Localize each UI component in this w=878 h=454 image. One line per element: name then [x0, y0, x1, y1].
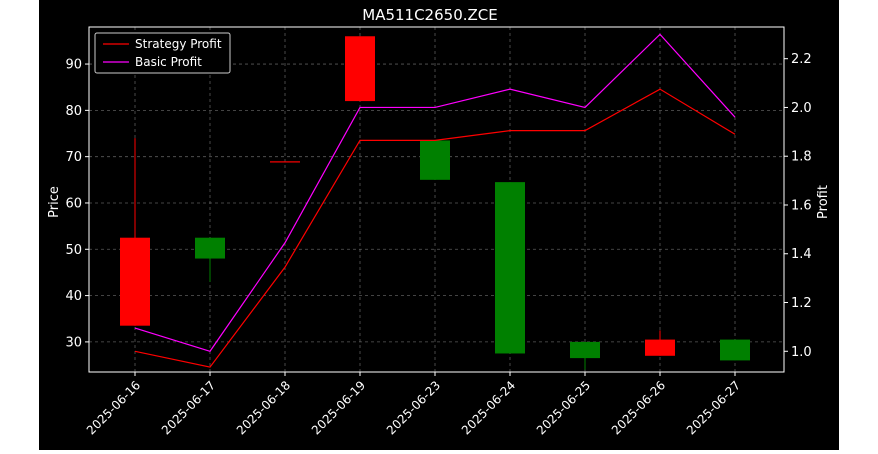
candle-body	[345, 36, 375, 102]
candle-body	[495, 182, 525, 354]
y-tick-label-left: 90	[65, 58, 82, 73]
y-tick-label-right: 1.6	[791, 198, 812, 213]
chart-panel: MA511C2650.ZCE Price Profit 30 40 50 60 70 80…	[39, 0, 839, 450]
x-tick-label: 2025-06-27	[684, 378, 743, 437]
legend: Strategy Profit Basic Profit	[94, 32, 231, 74]
y-tick-label-left: 80	[65, 104, 82, 119]
candle-body	[570, 341, 600, 359]
candle-body	[270, 161, 300, 163]
x-tick-label: 2025-06-17	[159, 378, 218, 437]
legend-label-strategy-profit: Strategy Profit	[135, 37, 222, 51]
profit-lines	[134, 33, 736, 368]
y-tick-label-right: 1.0	[791, 345, 812, 360]
legend-box	[94, 32, 231, 74]
y-tick-label-right: 1.4	[791, 247, 812, 262]
y-tick-label-right: 1.8	[791, 150, 812, 165]
chart-title: MA511C2650.ZCE	[362, 6, 497, 24]
candlestick-chart: MA511C2650.ZCE Price Profit 30 40 50 60 70 80…	[47, 6, 831, 437]
strategy-profit-line	[134, 88, 736, 368]
y-tick-label-right: 1.2	[791, 296, 812, 311]
y-tick-label-left: 50	[65, 243, 82, 258]
y-tick-label-right: 2.2	[791, 52, 812, 67]
legend-label-basic-profit: Basic Profit	[135, 55, 202, 69]
candles	[120, 36, 750, 370]
candle-body	[195, 237, 225, 259]
y-tick-label-right: 2.0	[791, 101, 812, 116]
grid-lines	[89, 27, 784, 372]
candle-body	[720, 339, 750, 361]
x-tick-label: 2025-06-25	[534, 378, 593, 437]
plot-area-border	[88, 26, 785, 373]
basic-profit-line	[134, 33, 736, 352]
y-axis-label-left: Price	[47, 186, 62, 218]
y-axis-label-right: Profit	[816, 185, 831, 219]
y-tick-label-left: 70	[65, 150, 82, 165]
candle-body	[645, 339, 675, 356]
y-tick-label-left: 40	[65, 289, 82, 304]
y-tick-label-left: 60	[65, 196, 82, 211]
x-tick-label: 2025-06-18	[234, 378, 293, 437]
y-tick-label-left: 30	[65, 335, 82, 350]
x-tick-label: 2025-06-16	[84, 378, 143, 437]
candle-body	[420, 140, 450, 180]
x-tick-label: 2025-06-19	[309, 378, 368, 437]
x-tick-label: 2025-06-24	[459, 378, 518, 437]
candle-body	[120, 237, 150, 326]
x-tick-label: 2025-06-26	[609, 378, 668, 437]
x-tick-label: 2025-06-23	[384, 378, 443, 437]
